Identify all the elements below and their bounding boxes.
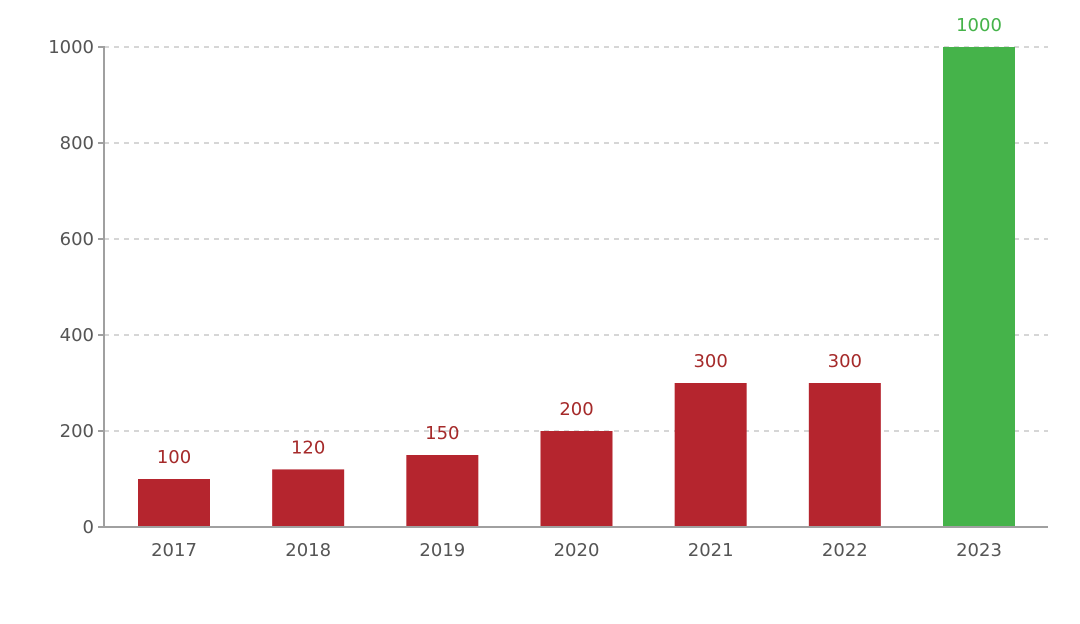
y-tick-label: 0 [83, 517, 94, 538]
data-label-2022: 300 [828, 351, 862, 372]
data-label-2019: 150 [425, 423, 459, 444]
data-labels: 100 120 150 200 300 300 1000 [157, 15, 1002, 468]
data-label-2020: 200 [559, 399, 593, 420]
data-label-2023: 1000 [956, 15, 1002, 36]
bar-2020 [540, 431, 613, 527]
data-label-2018: 120 [291, 437, 325, 458]
y-tick-label: 1000 [48, 37, 94, 58]
x-tick-label-2017: 2017 [151, 540, 197, 561]
axes [98, 46, 1048, 528]
bar-2019 [406, 455, 479, 527]
x-tick-label-2018: 2018 [285, 540, 331, 561]
y-tick-label: 800 [60, 133, 94, 154]
x-tick-labels: 2017 2018 2019 2020 2021 2022 2023 [151, 540, 1002, 561]
x-tick-label-2021: 2021 [688, 540, 734, 561]
data-label-2021: 300 [693, 351, 727, 372]
y-tick-label: 400 [60, 325, 94, 346]
y-tick-label: 600 [60, 229, 94, 250]
x-tick-label-2023: 2023 [956, 540, 1002, 561]
data-label-2017: 100 [157, 447, 191, 468]
bar-2021 [674, 383, 747, 527]
x-tick-label-2019: 2019 [419, 540, 465, 561]
y-tick-labels: 0 200 400 600 800 1000 [48, 37, 94, 538]
y-tick-label: 200 [60, 421, 94, 442]
x-tick-label-2020: 2020 [554, 540, 600, 561]
x-tick-label-2022: 2022 [822, 540, 868, 561]
bars [138, 47, 1015, 527]
bar-2018 [272, 469, 345, 527]
bar-2022 [808, 383, 881, 527]
bar-2023 [943, 47, 1015, 527]
bar-2017 [138, 479, 210, 527]
